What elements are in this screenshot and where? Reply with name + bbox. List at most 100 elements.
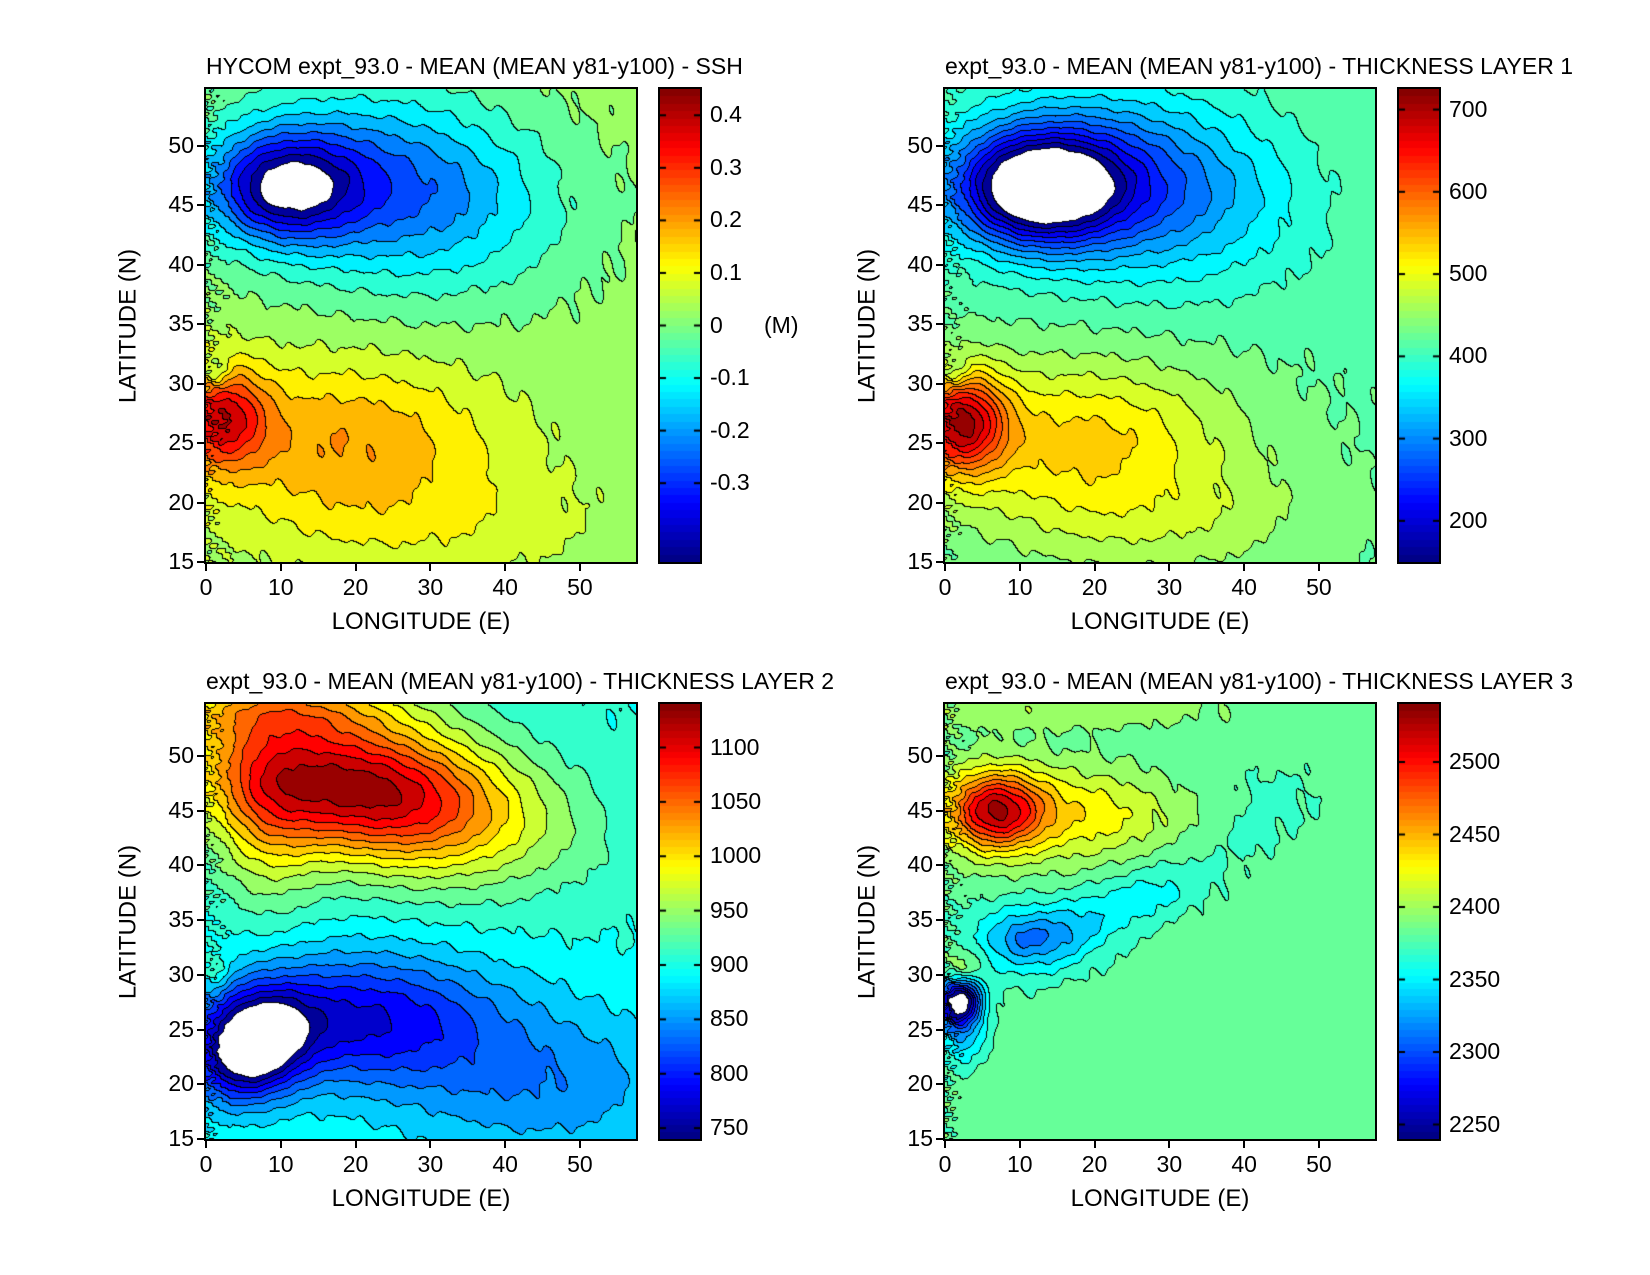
colorbar-tick-label: 2450 [1449, 820, 1501, 847]
colorbar [658, 702, 702, 1141]
x-tick-label: 0 [199, 1151, 213, 1177]
colorbar-tick-label: 0 [710, 311, 723, 338]
y-tick-mark [936, 1083, 943, 1086]
y-tick-label: 15 [168, 1125, 194, 1151]
x-tick-mark [205, 564, 207, 571]
colorbar-tick-label: -0.3 [710, 469, 750, 496]
y-tick-label: 35 [168, 310, 194, 336]
x-tick-mark [1317, 564, 1320, 571]
panel-thickness-layer-3: expt_93.0 - MEAN (MEAN y81-y100) - THICK… [853, 668, 1573, 1212]
y-tick-label: 45 [168, 191, 194, 218]
x-tick-mark [1243, 564, 1246, 571]
colorbar-tick-label: 1000 [710, 842, 762, 869]
y-tick-label: 35 [907, 906, 933, 933]
x-tick-label: 30 [1156, 1151, 1183, 1177]
contour-plot-layer1 [945, 89, 1375, 562]
y-tick-label: 30 [907, 369, 933, 396]
y-tick-mark [936, 1138, 943, 1140]
y-tick-label: 40 [907, 851, 933, 878]
contour-plot-ssh [206, 89, 636, 562]
y-tick-mark [936, 442, 943, 444]
x-tick-mark [944, 1141, 946, 1148]
x-axis-label: LONGITUDE (E) [1070, 1185, 1250, 1212]
colorbar-tick-label: 2300 [1449, 1038, 1501, 1064]
contour-plot-layer3 [945, 704, 1375, 1139]
x-tick-label: 40 [1231, 574, 1257, 600]
y-tick-mark [197, 382, 204, 385]
x-tick-label: 40 [492, 574, 518, 600]
y-tick-label: 30 [168, 369, 194, 396]
panel-ssh: HYCOM expt_93.0 - MEAN (MEAN y81-y100) -… [114, 53, 798, 635]
colorbar-tick-label: 500 [1449, 260, 1488, 287]
y-tick-label: 20 [168, 488, 194, 515]
y-tick-mark [197, 144, 204, 147]
y-tick-label: 25 [168, 1015, 194, 1042]
y-tick-mark [936, 1028, 943, 1031]
y-tick-mark [936, 919, 943, 922]
colorbar-tick-label: 850 [710, 1005, 749, 1032]
x-tick-label: 50 [1306, 1151, 1332, 1177]
y-tick-mark [197, 1083, 204, 1086]
x-tick-mark [354, 564, 357, 571]
x-tick-mark [1317, 1141, 1320, 1148]
colorbar-tick-label: 700 [1449, 95, 1488, 122]
colorbar-tick-label: 950 [710, 896, 749, 923]
x-tick-label: 30 [1156, 574, 1183, 600]
x-tick-mark [504, 1141, 507, 1148]
x-tick-label: 20 [1081, 1151, 1108, 1177]
colorbar-tick-label: 900 [710, 951, 749, 977]
y-tick-label: 50 [168, 741, 194, 768]
y-tick-mark [197, 973, 204, 976]
y-tick-mark [197, 323, 204, 325]
x-tick-label: 10 [1006, 1151, 1033, 1177]
y-tick-label: 40 [168, 851, 194, 878]
y-tick-mark [936, 501, 943, 504]
y-tick-mark [197, 263, 204, 266]
y-tick-label: 45 [907, 191, 933, 218]
y-tick-mark [197, 561, 204, 563]
x-tick-mark [578, 1141, 581, 1148]
y-tick-mark [936, 973, 943, 976]
y-tick-mark [936, 144, 943, 147]
x-tick-label: 10 [267, 574, 294, 600]
y-tick-label: 20 [907, 488, 933, 515]
y-tick-mark [197, 919, 204, 922]
y-tick-mark [936, 561, 943, 563]
x-tick-mark [1243, 1141, 1246, 1148]
colorbar-tick-label: 0.2 [710, 206, 742, 233]
x-axis-label: LONGITUDE (E) [331, 608, 511, 635]
panel-thickness-layer-2: expt_93.0 - MEAN (MEAN y81-y100) - THICK… [114, 668, 834, 1212]
colorbar [1397, 87, 1441, 564]
y-tick-mark [197, 754, 204, 757]
y-tick-mark [197, 442, 204, 444]
colorbar-tick-label: 2250 [1449, 1110, 1501, 1137]
x-tick-mark [279, 564, 282, 571]
y-tick-label: 30 [168, 960, 194, 987]
colorbar [1397, 702, 1441, 1141]
colorbar-gradient [1399, 89, 1439, 562]
colorbar-tick-label: 1050 [710, 787, 762, 814]
y-tick-label: 25 [907, 429, 933, 455]
x-tick-label: 0 [938, 1151, 952, 1177]
x-tick-label: 50 [567, 1151, 593, 1177]
y-tick-mark [197, 204, 204, 207]
colorbar-tick-label: 0.3 [710, 153, 742, 180]
x-tick-label: 0 [199, 574, 213, 600]
y-tick-label: 35 [168, 906, 194, 933]
x-tick-label: 0 [938, 574, 952, 600]
x-tick-label: 50 [567, 574, 593, 600]
x-tick-mark [1168, 564, 1171, 571]
x-tick-mark [504, 564, 507, 571]
colorbar-tick-label: 400 [1449, 342, 1488, 369]
x-tick-label: 40 [492, 1151, 518, 1177]
x-tick-mark [205, 1141, 207, 1148]
colorbar-tick-label: 2400 [1449, 893, 1501, 919]
y-tick-mark [936, 864, 943, 867]
colorbar-tick-label: 1100 [710, 733, 760, 760]
colorbar-tick-label: 750 [710, 1114, 749, 1141]
panel-title: expt_93.0 - MEAN (MEAN y81-y100) - THICK… [206, 668, 835, 694]
y-tick-mark [936, 263, 943, 266]
panel-title: expt_93.0 - MEAN (MEAN y81-y100) - THICK… [945, 668, 1574, 694]
x-tick-label: 50 [1306, 574, 1332, 600]
